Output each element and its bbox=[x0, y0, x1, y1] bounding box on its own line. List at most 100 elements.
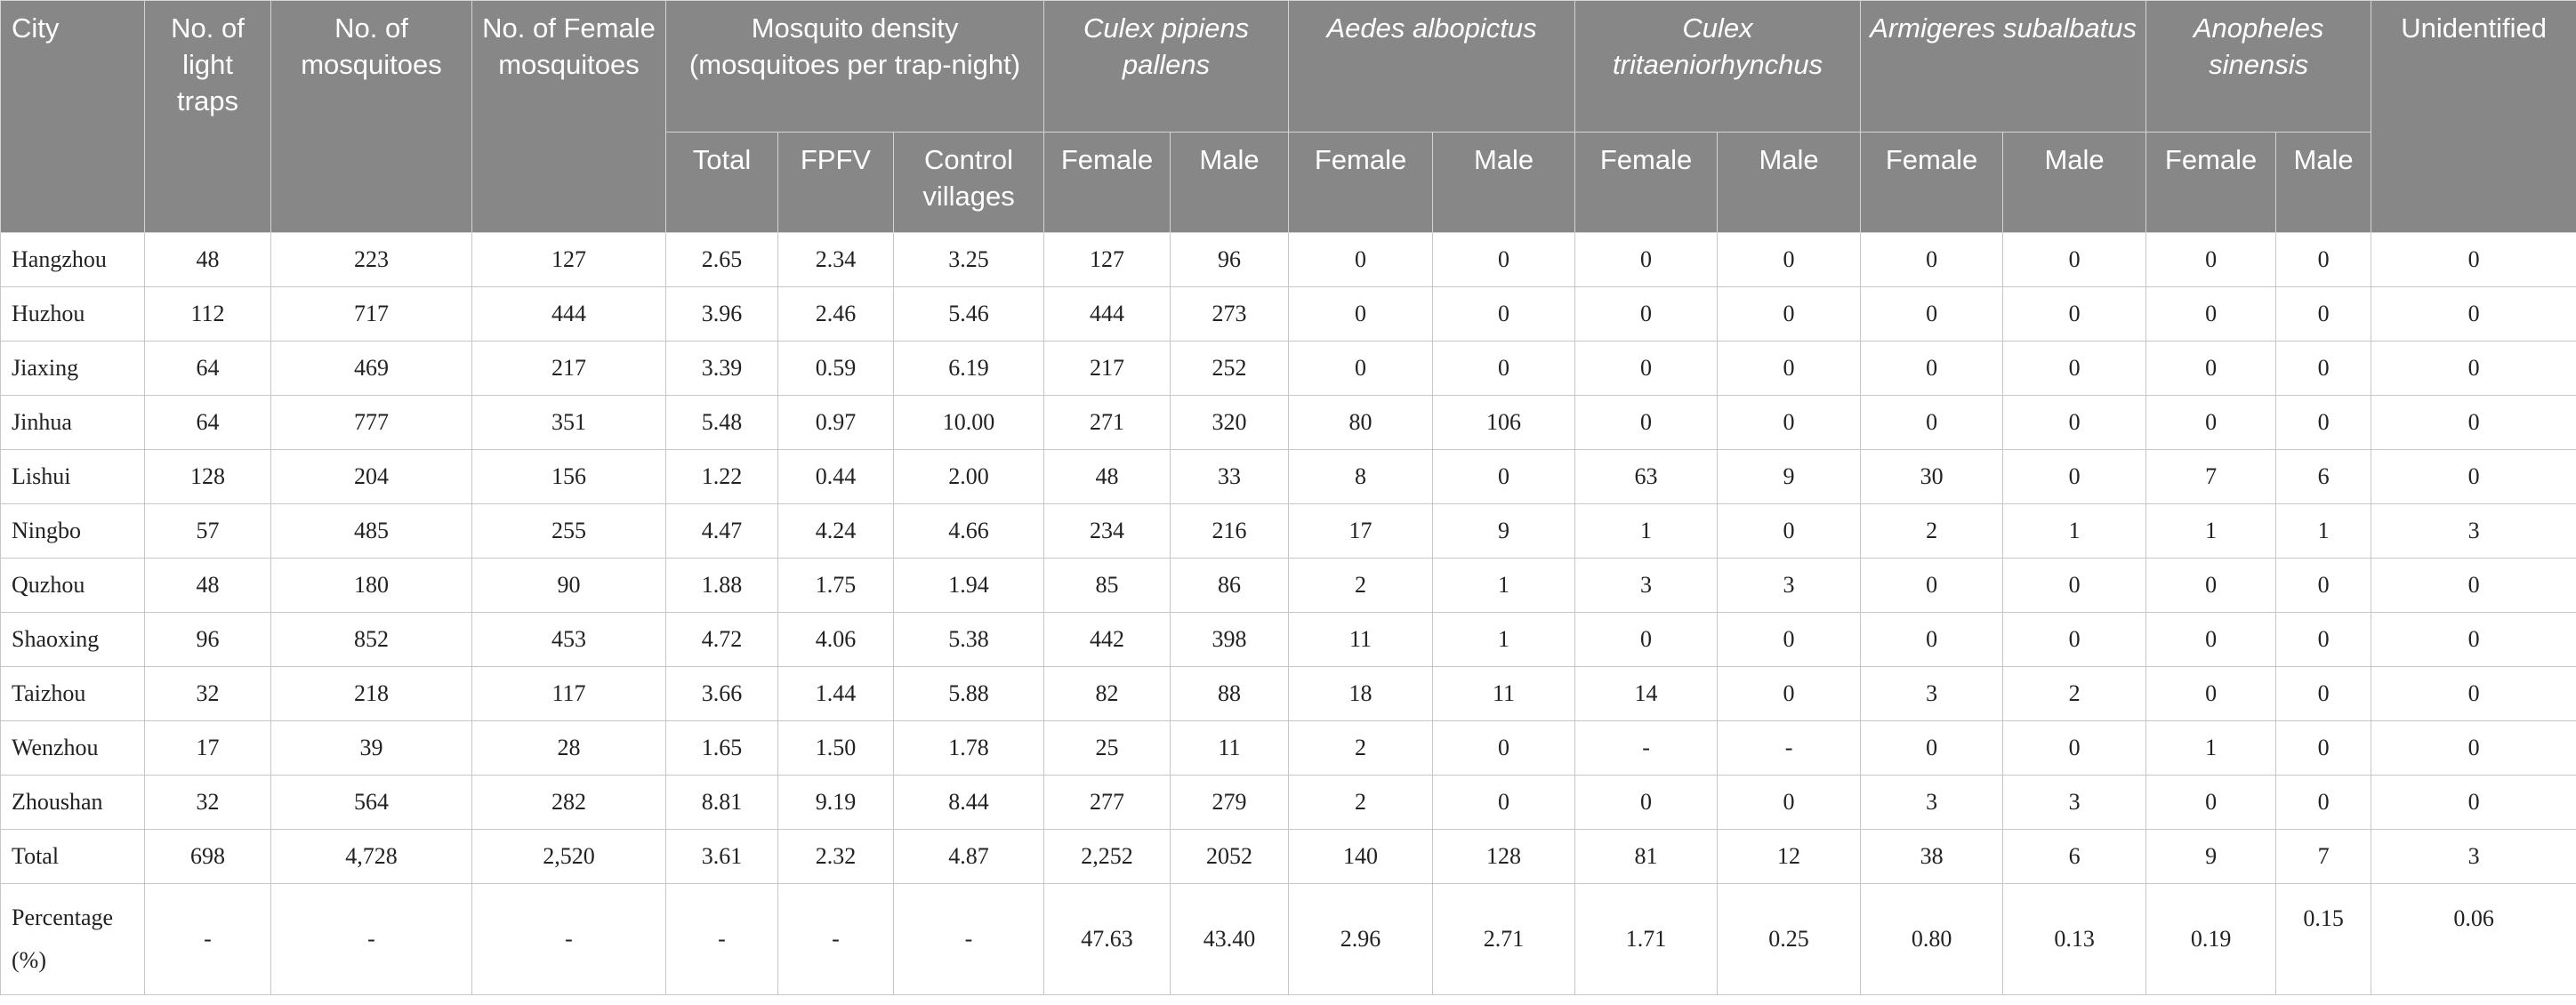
header-male: Male bbox=[2275, 132, 2372, 233]
table-row: Total 698 4,728 2,520 3.61 2.32 4.87 2,252 2052 1… bbox=[0, 829, 2576, 884]
table-cell: 2.46 bbox=[777, 286, 894, 342]
header-light-traps: No. of light traps bbox=[144, 0, 271, 233]
table-cell: 485 bbox=[270, 503, 472, 559]
table-cell: 2 bbox=[1288, 558, 1434, 613]
table-cell: 0 bbox=[2002, 449, 2147, 504]
table-cell: 0 bbox=[1574, 286, 1719, 342]
table-cell: 1.50 bbox=[777, 720, 894, 776]
table-cell: 234 bbox=[1043, 503, 1171, 559]
header-female: Female bbox=[1860, 132, 2004, 233]
table-cell: 96 bbox=[144, 612, 271, 667]
percentage-cell: - bbox=[471, 883, 666, 995]
table-cell: 106 bbox=[1432, 395, 1576, 450]
table-cell: 1 bbox=[2145, 720, 2277, 776]
table-cell: 9 bbox=[2145, 829, 2277, 884]
percentage-cell: - bbox=[144, 883, 271, 995]
table-row: Wenzhou 17 39 28 1.65 1.50 1.78 25 11 2 0- -0 0 1 0 0 bbox=[0, 720, 2576, 776]
table-cell: 80 bbox=[1288, 395, 1434, 450]
percentage-cell: 0.80 bbox=[1860, 883, 2004, 995]
table-cell: 1.75 bbox=[777, 558, 894, 613]
city-cell: Lishui bbox=[0, 449, 145, 504]
table-cell: 0 bbox=[2371, 612, 2576, 667]
table-cell: 57 bbox=[144, 503, 271, 559]
header-female: Female bbox=[2145, 132, 2277, 233]
city-cell: Zhoushan bbox=[0, 775, 145, 830]
table-cell: 0 bbox=[2371, 720, 2576, 776]
table-cell: 12 bbox=[1717, 829, 1862, 884]
table-cell: 117 bbox=[471, 666, 666, 721]
table-cell: 64 bbox=[144, 341, 271, 396]
city-cell: Huzhou bbox=[0, 286, 145, 342]
table-cell: 0 bbox=[1574, 775, 1719, 830]
table-cell: 0 bbox=[1717, 775, 1862, 830]
header-female: Female bbox=[1574, 132, 1719, 233]
table-cell: 204 bbox=[270, 449, 472, 504]
city-cell: Quzhou bbox=[0, 558, 145, 613]
table-cell: - bbox=[1717, 720, 1862, 776]
table-cell: 0 bbox=[1432, 341, 1576, 396]
table-cell: 4,728 bbox=[270, 829, 472, 884]
table-cell: 0 bbox=[2145, 286, 2277, 342]
table-cell: 6.19 bbox=[892, 341, 1045, 396]
table-cell: 1 bbox=[2145, 503, 2277, 559]
table-cell: 3.66 bbox=[665, 666, 778, 721]
table-cell: 218 bbox=[270, 666, 472, 721]
table-cell: 282 bbox=[471, 775, 666, 830]
table-cell: 3.61 bbox=[665, 829, 778, 884]
table-cell: 33 bbox=[1170, 449, 1290, 504]
percentage-cell: 2.96 bbox=[1288, 883, 1434, 995]
percentage-cell: 0.06 bbox=[2371, 883, 2576, 995]
table-cell: 1.78 bbox=[892, 720, 1045, 776]
table-cell: 444 bbox=[471, 286, 666, 342]
table-cell: 88 bbox=[1170, 666, 1290, 721]
header-male: Male bbox=[2002, 132, 2147, 233]
header-female-mosquitoes: No. of Female mosquitoes bbox=[471, 0, 666, 233]
table-cell: 2.65 bbox=[665, 232, 778, 287]
table-cell: 0 bbox=[2275, 720, 2372, 776]
table-cell: 5.48 bbox=[665, 395, 778, 450]
table-cell: 252 bbox=[1170, 341, 1290, 396]
city-cell: Taizhou bbox=[0, 666, 145, 721]
table-cell: 0 bbox=[2371, 341, 2576, 396]
table-cell: 0 bbox=[1860, 232, 2004, 287]
table-row: Quzhou 48 180 90 1.88 1.75 1.94 85 86 2 1 3 3 0 0 0 0 0 bbox=[0, 558, 2576, 613]
table-cell: 4.47 bbox=[665, 503, 778, 559]
table-cell: 1 bbox=[2002, 503, 2147, 559]
table-cell: 0 bbox=[2371, 232, 2576, 287]
table-cell: 2,252 bbox=[1043, 829, 1171, 884]
table-cell: 717 bbox=[270, 286, 472, 342]
table-cell: 0 bbox=[2371, 666, 2576, 721]
table-cell: 0.97 bbox=[777, 395, 894, 450]
table-cell: 9 bbox=[1717, 449, 1862, 504]
table-cell: 112 bbox=[144, 286, 271, 342]
table-cell: 442 bbox=[1043, 612, 1171, 667]
table-cell: 0 bbox=[1432, 232, 1576, 287]
table-cell: 28 bbox=[471, 720, 666, 776]
table-header: City No. of light traps No. of mosquitoe… bbox=[0, 0, 2576, 233]
table-cell: 48 bbox=[1043, 449, 1171, 504]
table-cell: 3.39 bbox=[665, 341, 778, 396]
table-cell: 0 bbox=[1432, 286, 1576, 342]
table-cell: 0 bbox=[2275, 232, 2372, 287]
table-cell: 0 bbox=[2145, 341, 2277, 396]
table-cell: 0 bbox=[2002, 232, 2147, 287]
percentage-cell: - bbox=[270, 883, 472, 995]
table-cell: 2052 bbox=[1170, 829, 1290, 884]
table-cell: 0 bbox=[2145, 395, 2277, 450]
table-cell: 0 bbox=[2275, 558, 2372, 613]
table-cell: 9.19 bbox=[777, 775, 894, 830]
table-row: Huzhou 112 717 444 3.96 2.46 5.46 444 273 0 0 0 0 0 0 0… bbox=[0, 286, 2576, 342]
table-cell: 1 bbox=[2275, 503, 2372, 559]
table-cell: 38 bbox=[1860, 829, 2004, 884]
percentage-cell: 0.25 bbox=[1717, 883, 1862, 995]
table-cell: 10.00 bbox=[892, 395, 1045, 450]
table-cell: 777 bbox=[270, 395, 472, 450]
table-row: Jiaxing 64 469 217 3.39 0.59 6.19 217 252 0 0 0 0 0 0 0… bbox=[0, 341, 2576, 396]
table-cell: 9 bbox=[1432, 503, 1576, 559]
table-cell: 156 bbox=[471, 449, 666, 504]
table-cell: 217 bbox=[471, 341, 666, 396]
table-cell: 0.44 bbox=[777, 449, 894, 504]
table-cell: 2,520 bbox=[471, 829, 666, 884]
table-cell: 320 bbox=[1170, 395, 1290, 450]
percentage-cell: 43.40 bbox=[1170, 883, 1290, 995]
